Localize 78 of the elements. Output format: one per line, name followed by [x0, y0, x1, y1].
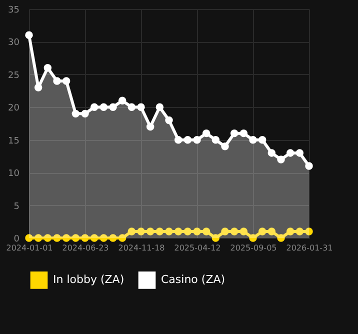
point: [212, 136, 220, 144]
point: [258, 136, 266, 144]
point: [184, 228, 192, 236]
y-tick-label: 5: [14, 202, 20, 212]
y-tick-label: 25: [8, 70, 20, 81]
point: [296, 228, 304, 236]
point: [221, 142, 229, 150]
point: [258, 228, 266, 236]
y-tick-label: 10: [8, 169, 20, 180]
point: [212, 234, 220, 242]
point: [202, 129, 210, 138]
point: [305, 228, 313, 236]
point: [53, 77, 61, 85]
point: [25, 234, 33, 242]
point: [100, 103, 108, 112]
point: [34, 234, 42, 242]
point: [128, 103, 136, 112]
point: [277, 156, 285, 164]
point: [249, 234, 257, 242]
y-tick-label: 0: [14, 234, 20, 244]
x-tick-label: 2026-01-31: [286, 244, 333, 252]
point: [202, 228, 210, 236]
point: [81, 110, 89, 118]
point: [174, 228, 182, 236]
point: [118, 96, 126, 104]
point: [128, 228, 136, 236]
point: [193, 136, 201, 144]
point: [193, 228, 201, 236]
point: [44, 234, 52, 242]
point: [81, 234, 89, 242]
point: [34, 84, 42, 92]
point: [100, 234, 108, 242]
x-tick-label: 2024-06-23: [62, 244, 109, 252]
point: [305, 162, 313, 170]
point: [249, 136, 257, 144]
x-tick-label: 2025-09-05: [230, 244, 277, 252]
point: [156, 103, 164, 112]
point: [109, 234, 117, 242]
point: [62, 77, 70, 85]
point: [109, 103, 117, 112]
y-tick-label: 35: [8, 6, 20, 16]
point: [72, 234, 80, 242]
point: [165, 228, 173, 236]
point: [137, 103, 145, 112]
x-tick-label: 2025-04-12: [174, 244, 221, 252]
point: [25, 31, 33, 40]
point: [53, 234, 61, 242]
point: [44, 64, 52, 72]
point: [137, 228, 145, 236]
point: [165, 116, 173, 124]
x-tick-label: 2024-01-01: [6, 244, 53, 252]
y-tick-label: 20: [8, 104, 20, 114]
point: [296, 149, 304, 157]
legend-label: In lobby (ZA): [53, 273, 124, 286]
point: [146, 228, 154, 236]
x-tick-label: 2024-11-18: [118, 244, 165, 252]
point: [286, 149, 294, 157]
legend-label: Casino (ZA): [161, 273, 226, 286]
point: [277, 234, 285, 242]
point: [156, 228, 164, 236]
point: [174, 136, 182, 144]
point: [62, 234, 70, 242]
point: [268, 228, 276, 236]
point: [184, 136, 192, 144]
point: [240, 129, 248, 138]
y-tick-label: 30: [8, 38, 20, 48]
point: [286, 228, 294, 236]
point: [118, 234, 126, 242]
point: [240, 228, 248, 236]
point: [230, 228, 238, 236]
point: [221, 228, 229, 236]
y-tick-label: 15: [8, 136, 20, 146]
point: [72, 110, 80, 118]
point: [90, 234, 98, 242]
point: [268, 149, 276, 157]
point: [146, 122, 154, 131]
point: [90, 103, 98, 112]
point: [230, 129, 238, 138]
